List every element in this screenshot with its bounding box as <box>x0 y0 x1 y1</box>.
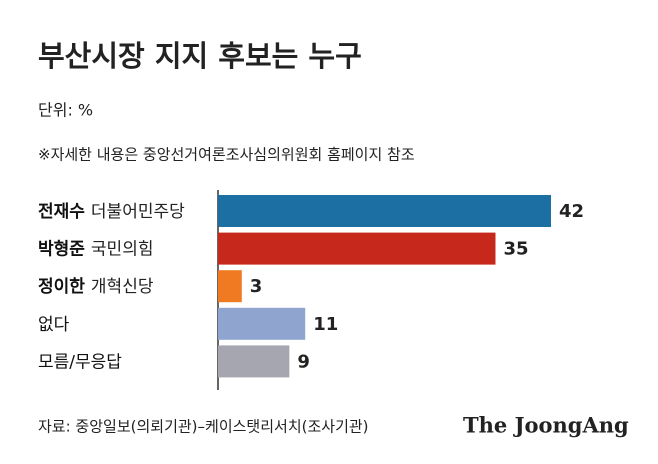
value-label: 35 <box>504 239 529 260</box>
bar <box>218 307 306 340</box>
party-name: 개혁신당 <box>91 277 154 297</box>
unit-note: 단위: % <box>38 101 93 120</box>
candidate-name: 박형준 <box>38 239 85 260</box>
source: 자료: 중앙일보(의뢰기관)–케이스탯리서치(조사기관) <box>38 418 369 436</box>
candidate-name: 모름/무응답 <box>38 352 122 372</box>
value-label: 9 <box>297 351 310 372</box>
category-label: 없다 <box>38 315 70 335</box>
category-label: 전재수 더불어민주당 <box>38 202 185 222</box>
candidate-name: 정이한 <box>38 277 85 297</box>
note: ※자세한 내용은 중앙선거여론조사심의위원회 홈페이지 참조 <box>38 146 415 164</box>
category-label: 정이한 개혁신당 <box>38 277 154 297</box>
candidate-name: 전재수 <box>38 202 85 222</box>
logo: The JoongAng <box>463 413 629 438</box>
bar <box>218 270 242 303</box>
bar <box>218 345 290 378</box>
category-label: 모름/무응답 <box>38 352 122 372</box>
value-label: 3 <box>250 276 263 297</box>
value-label: 42 <box>559 201 584 222</box>
category-label: 박형준 국민의힘 <box>38 239 153 260</box>
party-name: 국민의힘 <box>91 240 154 260</box>
bar <box>218 195 551 227</box>
value-label: 11 <box>313 314 338 335</box>
candidate-name: 없다 <box>38 315 70 335</box>
party-name: 더불어민주당 <box>91 202 185 222</box>
bar <box>218 232 496 265</box>
chart-title: 부산시장 지지 후보는 누구 <box>38 39 362 73</box>
